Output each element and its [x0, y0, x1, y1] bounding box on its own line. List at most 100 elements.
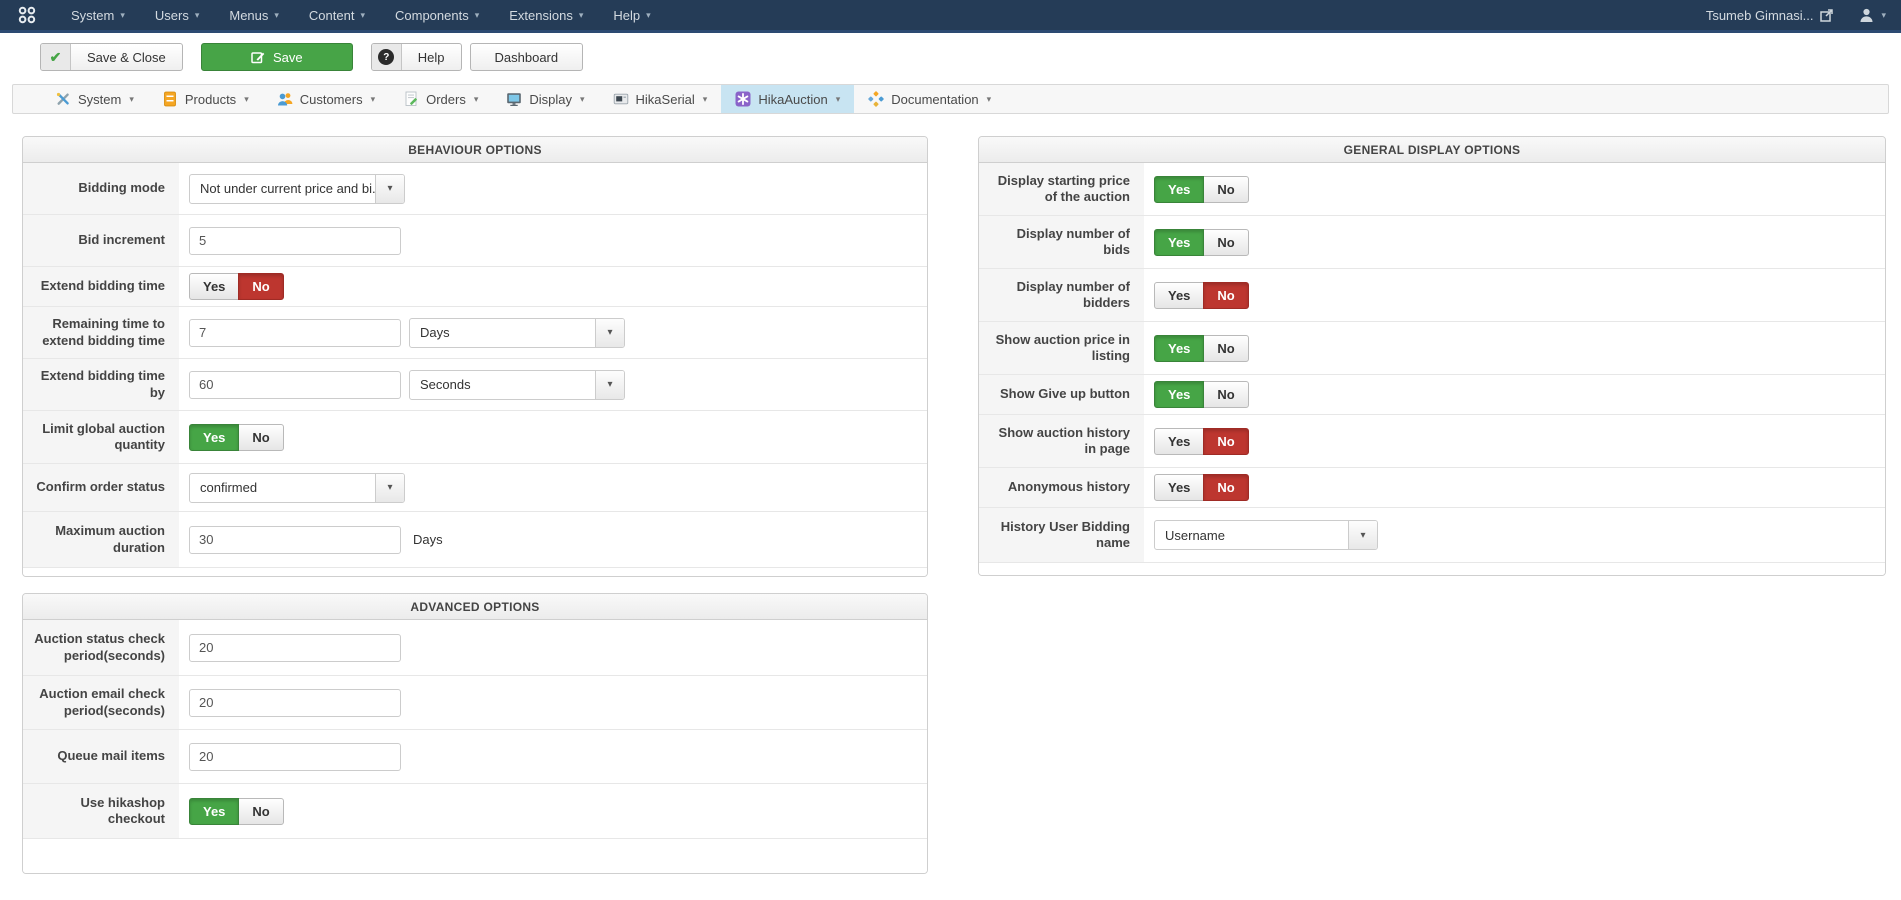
- field-label: Auction email check period(seconds): [23, 676, 179, 729]
- yes-button[interactable]: Yes: [1154, 427, 1205, 455]
- chevron-down-icon: ▾: [474, 9, 480, 20]
- history-user-bidding-name-select[interactable]: Username ▾: [1154, 520, 1378, 550]
- field-label: Show Give up button: [979, 375, 1144, 414]
- limit-global-quantity-toggle: Yes No: [189, 423, 284, 451]
- component-menu-documentation[interactable]: Documentation ▾: [854, 85, 1005, 113]
- component-menu-label: HikaSerial: [635, 91, 695, 107]
- no-button[interactable]: No: [238, 423, 284, 451]
- status-check-period-input[interactable]: [189, 633, 401, 662]
- no-button[interactable]: No: [1203, 228, 1249, 256]
- settings-row: Display starting price of the auction Ye…: [979, 163, 1885, 216]
- main-content: BEHAVIOUR OPTIONS Bidding mode Not under…: [0, 114, 1901, 874]
- no-button[interactable]: No: [238, 273, 284, 300]
- tools-icon: [55, 91, 71, 107]
- max-duration-input[interactable]: [189, 525, 401, 554]
- settings-row: Maximum auction duration Days: [23, 512, 927, 568]
- admin-menu-content[interactable]: Content ▾: [294, 0, 380, 32]
- admin-menu-help[interactable]: Help ▾: [598, 0, 665, 32]
- dashboard-button[interactable]: Dashboard: [469, 43, 584, 71]
- component-menu-system[interactable]: System ▾: [41, 85, 148, 113]
- no-button[interactable]: No: [1203, 427, 1249, 455]
- settings-row: Display number of bidders Yes No: [979, 269, 1885, 322]
- settings-row: Remaining time to extend bidding time Da…: [23, 307, 927, 359]
- navbar-right: Tsumeb Gimnasi... ▾: [1706, 8, 1886, 23]
- component-menu-hikaauction[interactable]: HikaAuction ▾: [721, 85, 855, 113]
- no-button[interactable]: No: [1203, 334, 1249, 362]
- yes-button[interactable]: Yes: [189, 423, 240, 451]
- chevron-down-icon: ▾: [595, 370, 624, 399]
- show-auction-price-toggle: Yes No: [1154, 334, 1249, 362]
- chevron-down-icon: ▾: [360, 9, 365, 20]
- yes-button[interactable]: Yes: [1154, 334, 1205, 362]
- panel-general-display-options: GENERAL DISPLAY OPTIONS Display starting…: [978, 136, 1886, 576]
- no-button[interactable]: No: [1203, 474, 1249, 501]
- yes-button[interactable]: Yes: [189, 273, 240, 300]
- panel-title: ADVANCED OPTIONS: [23, 594, 927, 620]
- unit-suffix: Days: [413, 532, 443, 547]
- yes-button[interactable]: Yes: [1154, 175, 1205, 203]
- queue-mail-items-input[interactable]: [189, 742, 401, 771]
- chevron-down-icon: ▾: [120, 9, 125, 20]
- yes-button[interactable]: Yes: [1154, 228, 1205, 256]
- joomla-logo-icon[interactable]: [18, 6, 36, 24]
- confirm-order-status-select[interactable]: confirmed ▾: [189, 472, 405, 503]
- admin-menu-extensions[interactable]: Extensions ▾: [494, 0, 598, 32]
- selected-value: Username: [1165, 527, 1225, 543]
- admin-menu-components[interactable]: Components ▾: [380, 0, 494, 32]
- chevron-down-icon: ▾: [194, 9, 200, 20]
- chevron-down-icon: ▾: [1881, 9, 1886, 20]
- yes-button[interactable]: Yes: [1154, 474, 1205, 501]
- extend-by-input[interactable]: [189, 370, 401, 399]
- settings-row: Bid increment: [23, 215, 927, 267]
- extend-by-unit-select[interactable]: Seconds ▾: [409, 369, 625, 400]
- yes-button[interactable]: Yes: [189, 797, 240, 825]
- bid-increment-input[interactable]: [189, 226, 401, 255]
- save-button[interactable]: Save: [200, 43, 353, 71]
- admin-menu-users[interactable]: Users ▾: [140, 0, 214, 32]
- selected-value: Not under current price and bi...: [200, 181, 375, 196]
- component-menu-orders[interactable]: Orders ▾: [389, 85, 492, 113]
- field-label: Queue mail items: [23, 730, 179, 783]
- field-label: Auction status check period(seconds): [23, 620, 179, 675]
- component-menu-hikaserial[interactable]: HikaSerial ▾: [599, 85, 722, 113]
- site-preview-link[interactable]: Tsumeb Gimnasi...: [1706, 8, 1834, 23]
- chevron-down-icon: ▾: [986, 93, 992, 104]
- field-label: Show auction history in page: [979, 415, 1144, 467]
- component-menu-customers[interactable]: Customers ▾: [263, 85, 389, 113]
- component-menu-products[interactable]: Products ▾: [148, 85, 263, 113]
- yes-button[interactable]: Yes: [1154, 381, 1205, 408]
- hikaserial-icon: [613, 91, 629, 107]
- chevron-down-icon: ▾: [702, 93, 708, 104]
- no-button[interactable]: No: [1203, 175, 1249, 203]
- auction-icon: [735, 91, 751, 107]
- display-icon: [506, 91, 522, 107]
- yes-button[interactable]: Yes: [1154, 281, 1205, 309]
- no-button[interactable]: No: [1203, 381, 1249, 408]
- selected-value: confirmed: [200, 480, 258, 495]
- email-check-period-input[interactable]: [189, 688, 401, 717]
- settings-row: Queue mail items: [23, 730, 927, 784]
- component-menu-display[interactable]: Display ▾: [492, 85, 598, 113]
- menu-label: System: [71, 7, 115, 23]
- panel-footer: [23, 839, 927, 873]
- remaining-time-unit-select[interactable]: Days ▾: [409, 317, 625, 348]
- field-label: Show auction price in listing: [979, 322, 1144, 374]
- chevron-down-icon: ▾: [129, 93, 134, 104]
- admin-menu: System ▾ Users ▾ Menus ▾ Content ▾ Component…: [56, 0, 666, 32]
- admin-menu-menus[interactable]: Menus ▾: [214, 0, 294, 32]
- admin-menu-system[interactable]: System ▾: [56, 0, 140, 32]
- settings-row: Limit global auction quantity Yes No: [23, 411, 927, 464]
- component-menu-label: Customers: [299, 91, 363, 107]
- user-menu[interactable]: ▾: [1859, 8, 1886, 23]
- no-button[interactable]: No: [1203, 281, 1249, 309]
- products-icon: [162, 91, 178, 107]
- panel-title: GENERAL DISPLAY OPTIONS: [979, 137, 1885, 163]
- bidding-mode-select[interactable]: Not under current price and bi... ▾: [189, 173, 405, 204]
- remaining-time-input[interactable]: [189, 318, 401, 347]
- no-button[interactable]: No: [238, 797, 284, 825]
- chevron-down-icon: ▾: [1348, 521, 1377, 549]
- panel-title: BEHAVIOUR OPTIONS: [23, 137, 927, 163]
- save-close-button[interactable]: ✔ Save & Close: [40, 43, 183, 71]
- person-icon: [1860, 8, 1873, 22]
- help-button[interactable]: ? Help: [370, 43, 462, 71]
